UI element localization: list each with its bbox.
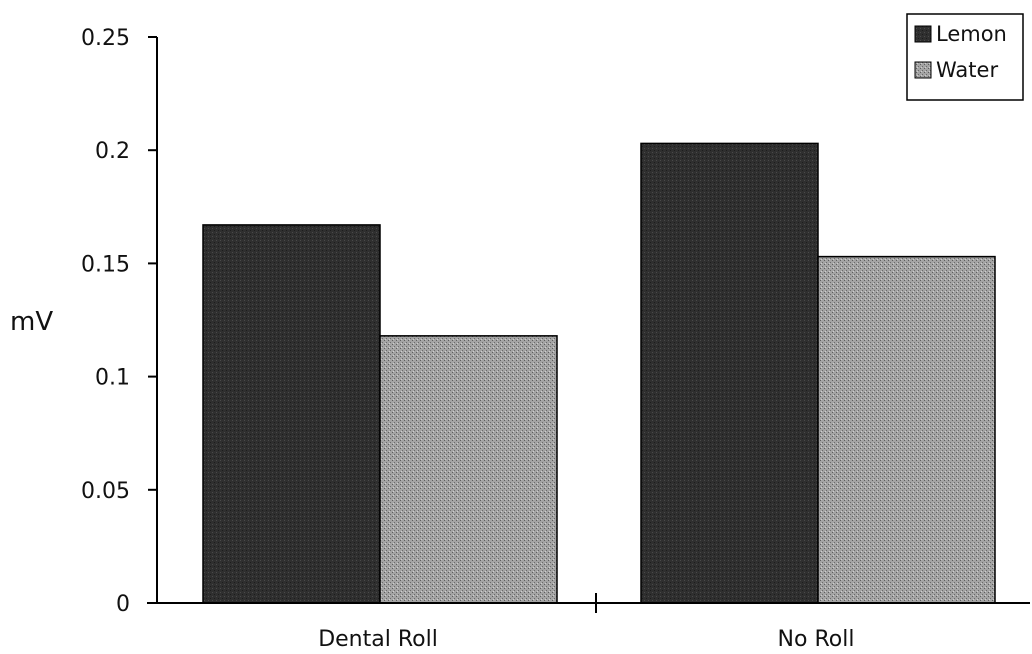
legend: Lemon Water bbox=[906, 13, 1024, 101]
bar-water-no-roll bbox=[817, 255, 996, 604]
legend-swatch-lemon bbox=[914, 25, 932, 43]
marks-layer bbox=[202, 142, 996, 604]
legend-swatch-water bbox=[914, 61, 932, 79]
y-axis-label: mV bbox=[10, 307, 53, 337]
y-tick-label: 0.05 bbox=[81, 479, 130, 504]
bar-water-dental-roll bbox=[379, 335, 558, 604]
y-tick-label: 0.2 bbox=[95, 139, 130, 164]
x-tick-label: No Roll bbox=[778, 627, 855, 652]
legend-label-water: Water bbox=[936, 58, 998, 82]
x-tick-label: Dental Roll bbox=[318, 627, 438, 652]
axes-layer bbox=[147, 36, 1030, 613]
y-tick-label: 0.25 bbox=[81, 26, 130, 51]
y-tick-label: 0.1 bbox=[95, 366, 130, 391]
y-tick-label: 0.15 bbox=[81, 252, 130, 277]
y-tick-label: 0 bbox=[116, 592, 130, 617]
legend-label-lemon: Lemon bbox=[936, 22, 1007, 46]
bar-lemon-no-roll bbox=[640, 142, 819, 604]
bar-lemon-dental-roll bbox=[202, 224, 381, 604]
labels-layer: 0 0.05 0.1 0.15 0.2 0.25 mV Dental Roll No Roll bbox=[10, 26, 854, 652]
